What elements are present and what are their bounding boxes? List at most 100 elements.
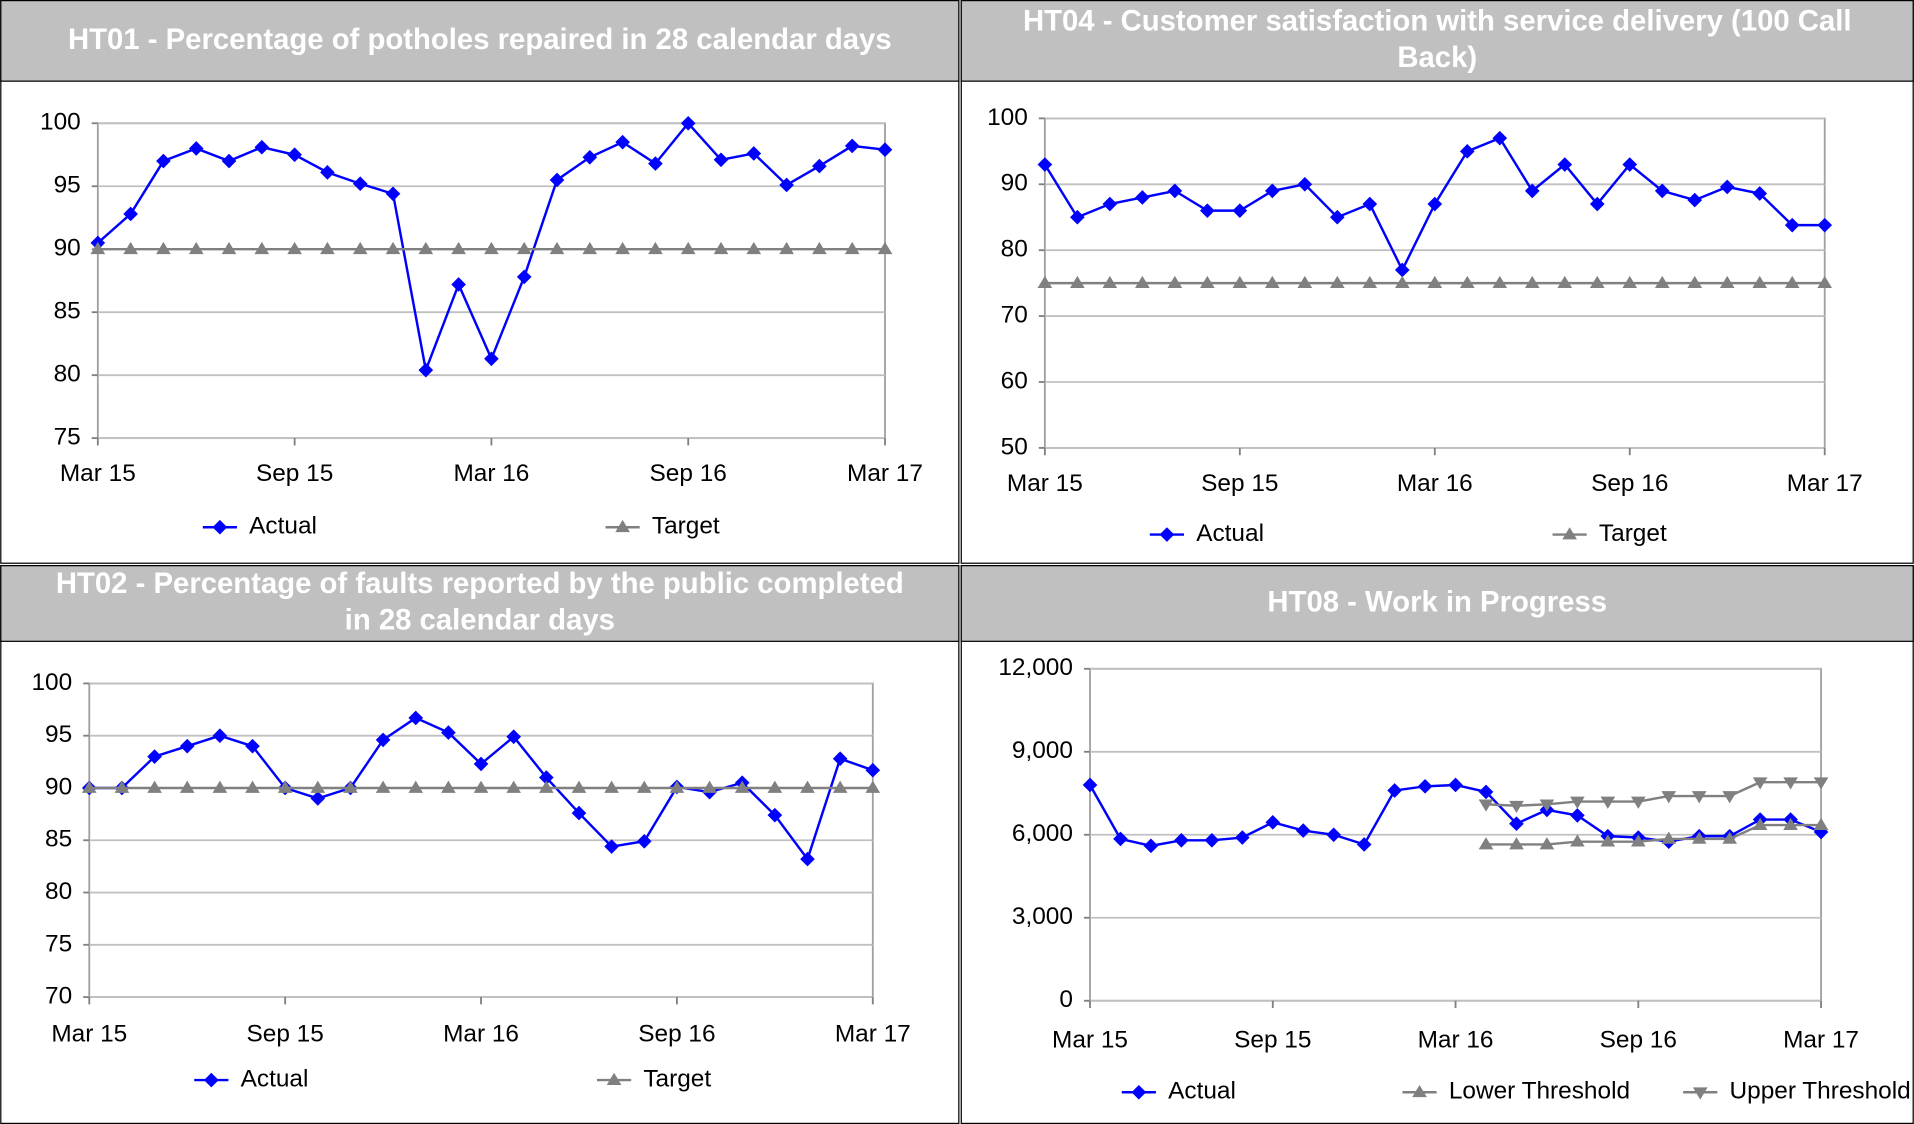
x-tick-label: Mar 16 — [443, 1020, 519, 1047]
legend-label: Target — [1599, 520, 1667, 547]
data-point — [1417, 779, 1433, 794]
data-point — [1817, 217, 1833, 233]
legend-marker — [1692, 1087, 1708, 1100]
data-point — [800, 851, 815, 867]
data-point — [1752, 186, 1768, 201]
data-point — [506, 729, 522, 745]
data-point — [1265, 814, 1281, 830]
data-point — [1813, 817, 1829, 830]
data-point — [1752, 777, 1768, 790]
data-point — [1570, 808, 1585, 823]
data-point — [1174, 832, 1189, 848]
data-point — [418, 362, 434, 378]
x-tick-label: Mar 16 — [1397, 470, 1473, 497]
data-point — [779, 241, 794, 255]
data-point — [812, 158, 827, 174]
data-point — [375, 732, 391, 748]
y-tick-label: 70 — [1001, 302, 1028, 329]
data-point — [1783, 777, 1798, 790]
data-point — [1687, 192, 1703, 208]
data-point — [582, 241, 598, 255]
data-point — [865, 780, 881, 793]
data-point — [441, 780, 456, 793]
data-point — [832, 780, 848, 793]
data-point — [1070, 209, 1085, 225]
data-point — [1752, 817, 1768, 830]
data-point — [1265, 183, 1280, 199]
data-point — [779, 177, 794, 193]
data-point — [1459, 275, 1475, 289]
data-point — [636, 780, 652, 793]
data-point — [1509, 837, 1524, 850]
y-tick-label: 90 — [1001, 170, 1028, 197]
data-point — [702, 780, 717, 793]
data-point — [1362, 196, 1378, 212]
data-point — [1295, 823, 1311, 838]
data-point — [1784, 275, 1800, 289]
data-point — [1204, 832, 1220, 848]
y-tick-label: 95 — [54, 172, 81, 199]
data-point — [147, 749, 162, 764]
data-point — [90, 241, 106, 255]
data-point — [1200, 203, 1215, 218]
data-point — [1622, 157, 1638, 172]
data-point — [352, 241, 368, 255]
data-point — [1600, 834, 1616, 847]
data-point — [1113, 831, 1128, 847]
legend-label: Actual — [249, 513, 317, 540]
data-point — [1102, 196, 1118, 212]
data-point — [1297, 275, 1313, 289]
y-tick-label: 90 — [54, 235, 81, 262]
data-point — [832, 751, 848, 767]
panel-header — [960, 565, 1914, 642]
data-point — [865, 762, 881, 778]
data-point — [1719, 179, 1735, 195]
data-point — [441, 725, 456, 740]
legend-marker — [204, 1072, 219, 1088]
header-box: HT08 - Work in Progress — [1267, 586, 1607, 619]
data-point — [221, 153, 237, 169]
data-point — [1427, 275, 1443, 289]
x-tick-label: Sep 15 — [247, 1020, 324, 1047]
x-tick-label: Mar 17 — [1787, 470, 1863, 497]
data-point — [123, 206, 138, 222]
x-tick-label: Sep 15 — [1201, 470, 1278, 497]
data-point — [473, 780, 489, 793]
legend-label: Upper Threshold — [1730, 1078, 1911, 1105]
data-point — [1234, 830, 1250, 845]
data-point — [767, 807, 783, 823]
series-line — [1486, 823, 1822, 846]
data-point — [1661, 791, 1677, 804]
data-point — [539, 780, 554, 793]
data-point — [1037, 157, 1053, 172]
data-point — [604, 780, 619, 793]
data-point — [1265, 275, 1280, 289]
data-point — [1589, 275, 1605, 289]
panel-header — [0, 565, 960, 642]
data-point — [604, 839, 619, 854]
data-point — [188, 241, 204, 255]
data-point — [1143, 838, 1159, 854]
panel-header — [960, 0, 1914, 82]
data-point — [1600, 796, 1616, 809]
header-box: HT04 - Customer satisfaction with servic… — [1023, 5, 1852, 75]
data-point — [1167, 275, 1183, 289]
data-point — [648, 156, 663, 171]
y-tick-label: 75 — [54, 424, 81, 451]
data-point — [1630, 834, 1646, 847]
data-point — [1654, 183, 1670, 199]
legend-label: Lower Threshold — [1449, 1078, 1630, 1105]
legend-marker — [1159, 527, 1175, 542]
data-point — [375, 780, 391, 793]
x-tick-label: Sep 16 — [1600, 1026, 1677, 1053]
data-point — [156, 153, 171, 169]
data-point — [1722, 791, 1737, 804]
data-point — [1722, 831, 1737, 844]
x-tick-label: Sep 16 — [638, 1020, 715, 1047]
y-tick-label: 80 — [1001, 236, 1028, 263]
data-point — [1509, 800, 1524, 814]
data-point — [844, 138, 860, 154]
data-point — [1630, 796, 1646, 809]
